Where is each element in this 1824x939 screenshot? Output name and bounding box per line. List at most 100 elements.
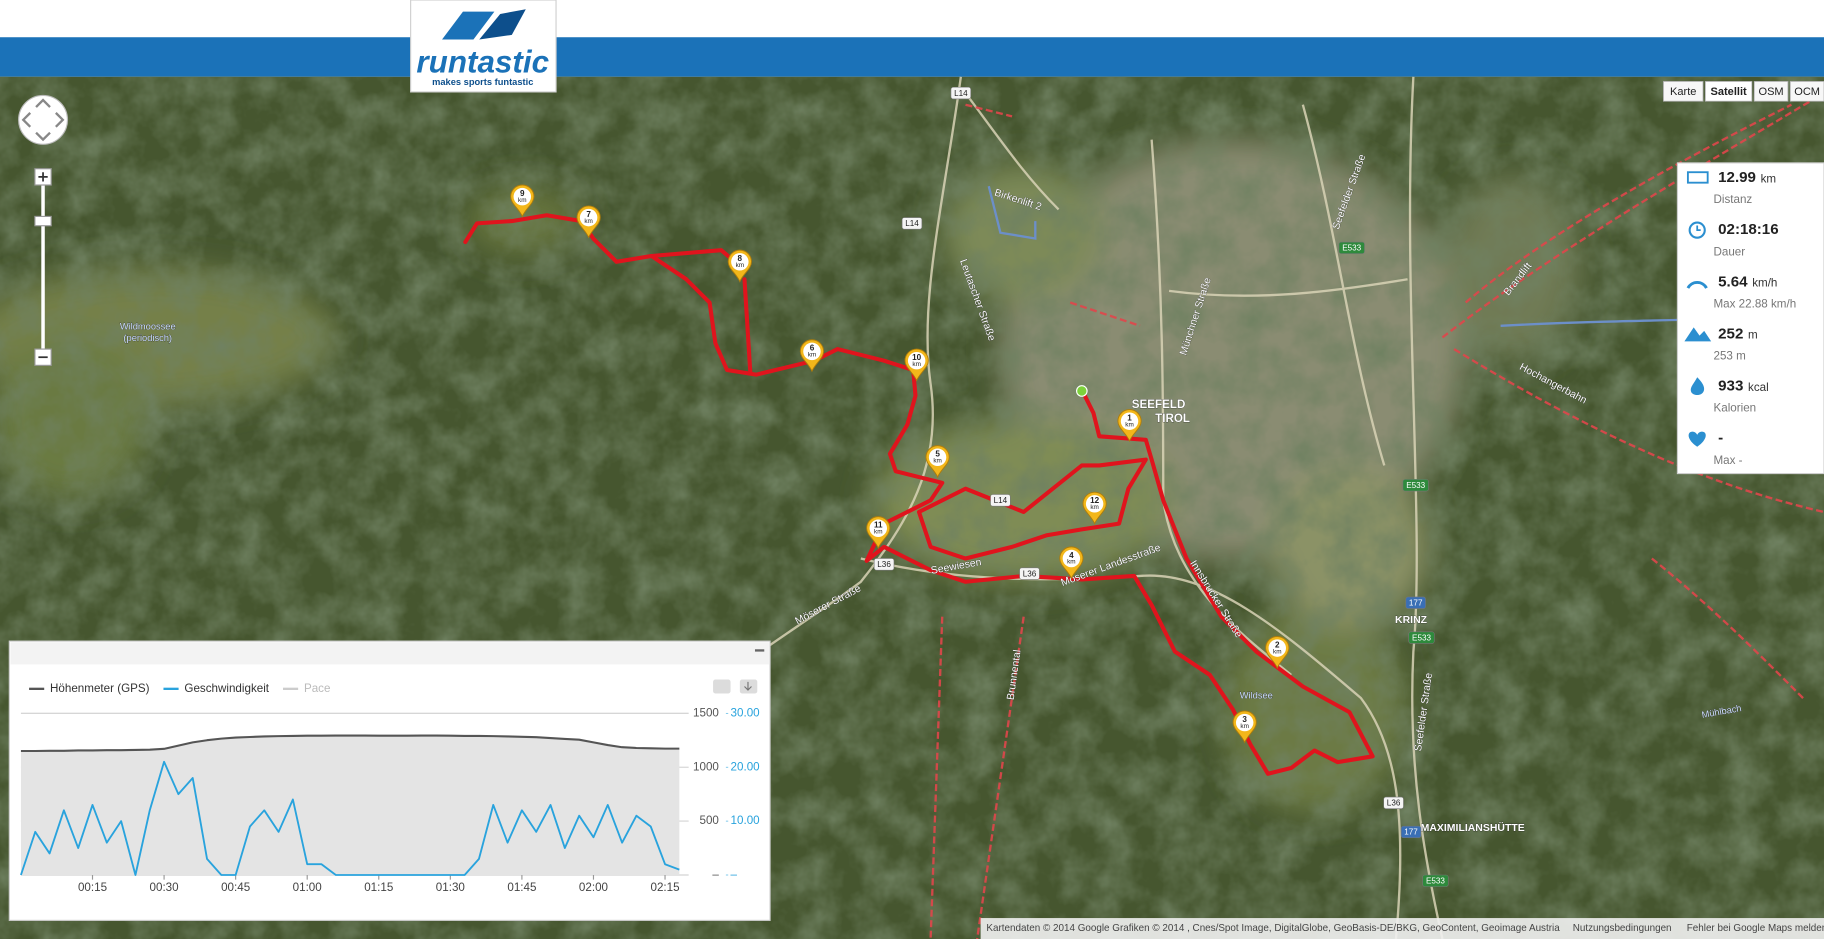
place-label: (periodisch) xyxy=(123,333,172,343)
stat-value: 933 xyxy=(1718,378,1743,395)
km-unit: km xyxy=(912,361,920,368)
route-line xyxy=(463,213,1375,776)
stat-icon xyxy=(1688,221,1706,239)
road-shield xyxy=(901,217,923,230)
road-shield-label: L36 xyxy=(877,560,891,569)
report-link[interactable]: Fehler bei Google Maps melden xyxy=(1687,923,1824,934)
stat-label: 253 m xyxy=(1713,350,1745,363)
km-pin-face xyxy=(869,519,887,537)
place-label: KRINZ xyxy=(1395,615,1428,626)
km-number: 12 xyxy=(1090,496,1100,505)
x-tick-label: 00:45 xyxy=(221,881,250,894)
stat-unit: km/h xyxy=(1752,277,1777,290)
place-label: Wildsee xyxy=(1240,690,1273,700)
zoom-handle[interactable] xyxy=(34,215,52,227)
km-unit: km xyxy=(1067,559,1075,566)
x-tick-label: 00:15 xyxy=(78,881,107,894)
stat-unit: km xyxy=(1761,172,1776,185)
road-shield-label: L14 xyxy=(954,89,968,98)
km-pin-face xyxy=(1235,713,1254,732)
km-pin-face xyxy=(1120,412,1139,430)
km-unit: km xyxy=(736,262,744,269)
road-shield xyxy=(1408,631,1435,644)
stat-value: 02:18:16 xyxy=(1718,221,1778,238)
pan-control[interactable] xyxy=(18,94,69,145)
km-pin-face xyxy=(803,342,821,361)
road-shield xyxy=(1400,825,1422,839)
map-type-button[interactable] xyxy=(1704,81,1753,102)
km-unit: km xyxy=(1125,421,1133,428)
km-unit: km xyxy=(808,352,816,359)
series-line xyxy=(20,734,680,753)
km-unit: km xyxy=(933,457,941,464)
km-unit: km xyxy=(518,197,526,204)
km-pin-face xyxy=(513,187,532,206)
road-shield-label: L14 xyxy=(905,219,919,228)
road-shield xyxy=(1422,874,1449,887)
y2-tick-label: – xyxy=(731,868,738,881)
stat-icon xyxy=(1688,431,1706,447)
blue-bar xyxy=(0,37,1824,77)
stat-icon xyxy=(1686,281,1708,289)
map-type-label: OCM xyxy=(1794,86,1820,98)
stats-panel: 12.99 km Distanz 02:18:16 Dauer 5.64 km/h Max 2… xyxy=(1676,162,1824,475)
place-label: SEEFELD xyxy=(1132,398,1186,411)
y-tick-label: 1500 xyxy=(693,706,719,719)
terms-link[interactable]: Nutzungsbedingungen xyxy=(1573,923,1672,934)
stat-icon xyxy=(1696,225,1701,232)
map-type-label: Satellit xyxy=(1710,86,1747,98)
legend-label[interactable]: Geschwindigkeit xyxy=(184,682,269,695)
km-number: 10 xyxy=(912,353,922,362)
stat-label: Max 22.88 km/h xyxy=(1713,297,1796,310)
series-area xyxy=(20,735,680,876)
stat-label: Kalorien xyxy=(1713,402,1756,415)
stat-label: Max - xyxy=(1713,454,1742,467)
legend-label[interactable]: Pace xyxy=(304,682,330,695)
km-unit: km xyxy=(1273,648,1281,655)
stat-value: 252 xyxy=(1718,325,1743,342)
logo-text: runtastic xyxy=(416,44,549,79)
zoom-control[interactable] xyxy=(18,94,69,366)
stats-box xyxy=(1676,162,1824,475)
road-shield-label: E533 xyxy=(1342,244,1361,253)
km-pin-face xyxy=(1062,549,1081,568)
km-number: 9 xyxy=(520,189,525,198)
y-tick-label: 500 xyxy=(699,814,719,827)
logo[interactable]: runtastic makes sports funtastic xyxy=(410,0,557,93)
map-type-button[interactable] xyxy=(1663,81,1704,102)
map-type-button[interactable] xyxy=(1789,81,1824,102)
km-pin-face xyxy=(579,208,598,227)
x-tick-label: 01:00 xyxy=(293,881,323,894)
map-type-label: OSM xyxy=(1758,86,1783,98)
footer-bar xyxy=(980,918,1824,939)
km-pin-face xyxy=(1268,639,1286,657)
place-label: TIROL xyxy=(1155,412,1190,425)
road-shield-label: L36 xyxy=(1023,569,1037,578)
road-shield-label: L36 xyxy=(1387,799,1401,808)
legend-label[interactable]: Höhenmeter (GPS) xyxy=(50,682,150,695)
start-point xyxy=(1076,385,1088,397)
km-unit: km xyxy=(584,218,592,225)
lift-blue xyxy=(987,185,1037,240)
chart-plot xyxy=(20,734,680,876)
map-footer: Kartendaten © 2014 Google Grafiken © 201… xyxy=(980,918,1824,939)
download-icon xyxy=(744,681,752,691)
print-button[interactable] xyxy=(713,679,731,694)
y2-tick-label: 10.00 xyxy=(731,814,761,827)
y2-tick-label: 30.00 xyxy=(731,706,761,719)
pan-arrows xyxy=(21,98,65,142)
km-number: 5 xyxy=(935,450,940,459)
stat-label: Dauer xyxy=(1713,245,1745,258)
stat-value: - xyxy=(1718,430,1723,447)
km-pin-face xyxy=(731,253,749,271)
km-pin-face xyxy=(907,351,926,370)
stat-unit: m xyxy=(1748,329,1758,342)
stat-icon xyxy=(1690,377,1705,395)
y-tick-label: 1000 xyxy=(693,760,719,773)
map-type-button[interactable] xyxy=(1753,81,1789,102)
top-bar xyxy=(0,0,1824,38)
stat-unit: kcal xyxy=(1748,381,1769,394)
